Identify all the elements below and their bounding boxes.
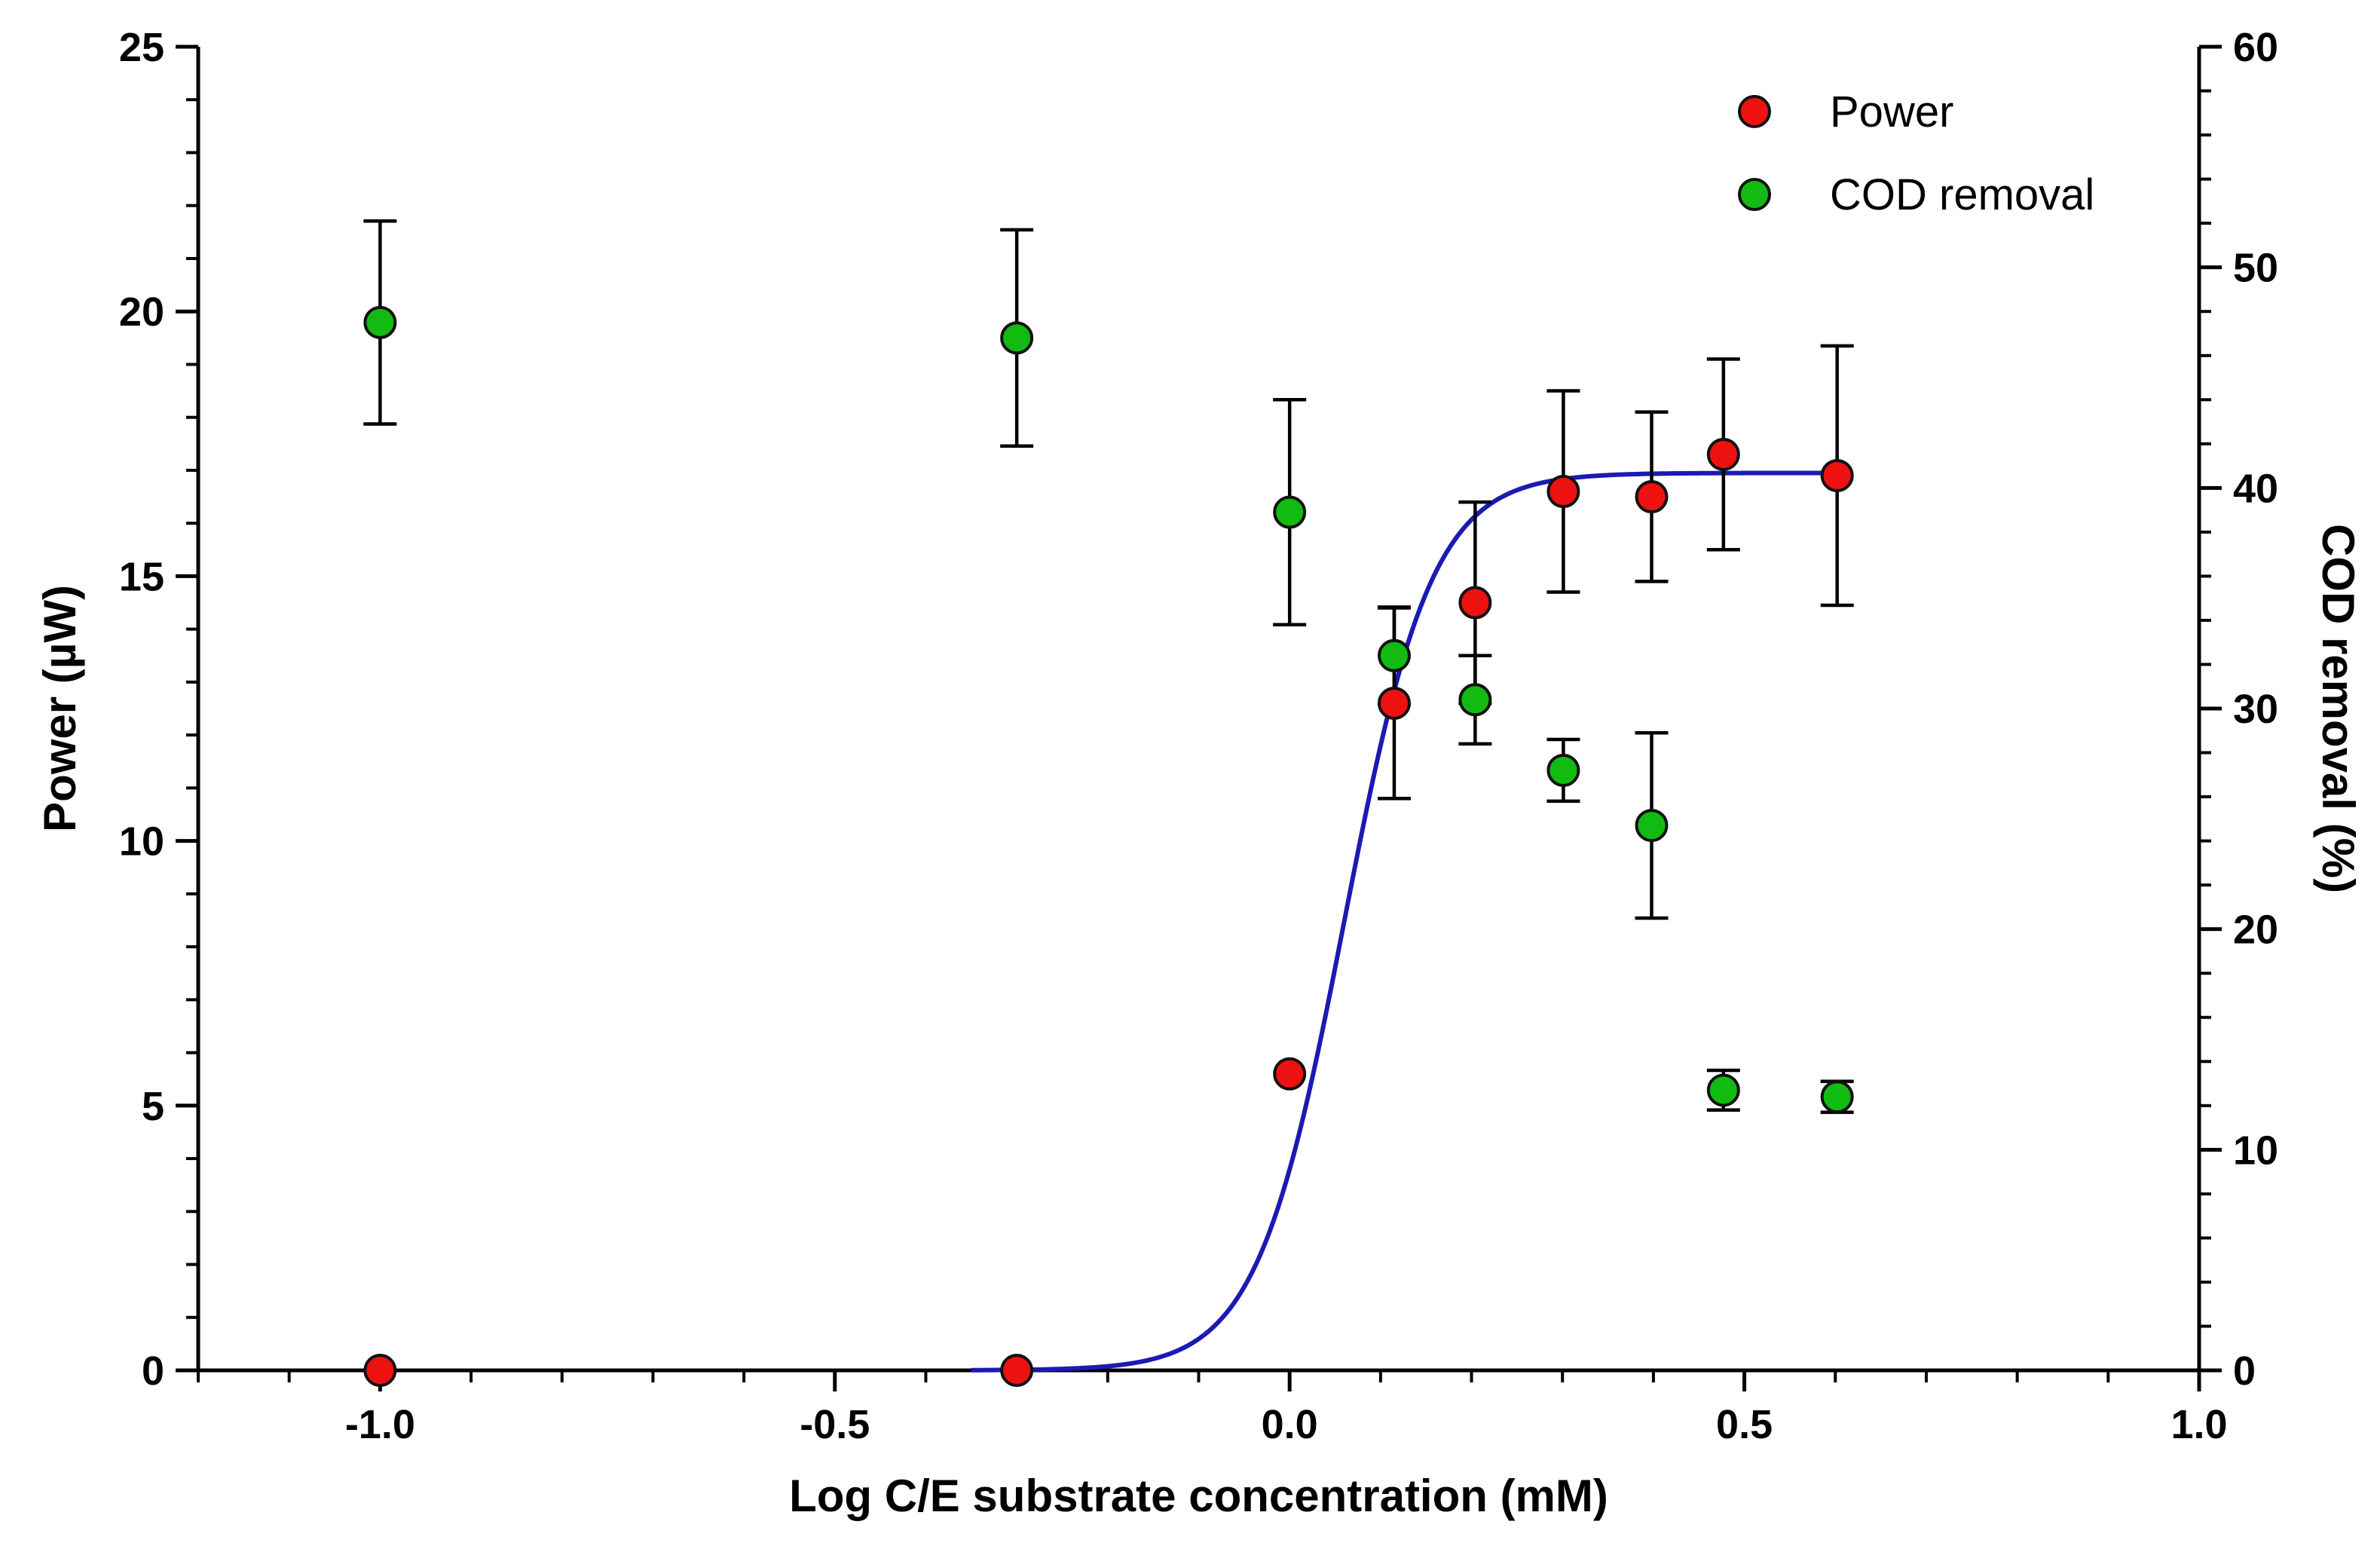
power-point <box>363 1354 397 1387</box>
axes: -1.0 -0.5 0.0 0.5 1.005101520250102030405060… <box>35 25 2363 1521</box>
power-point <box>1273 1057 1307 1091</box>
cod-removal-point <box>1273 495 1307 529</box>
cod-removal-point <box>1000 321 1034 355</box>
x-axis-title: Log C/E substrate concentration (mM) <box>789 1471 1608 1521</box>
y-left-tick-label: 10 <box>119 819 164 865</box>
cod-removal-point <box>1635 809 1669 843</box>
x-tick-label: 0.0 <box>1262 1402 1318 1447</box>
power-point <box>1458 586 1492 620</box>
legend-label-power: Power <box>1830 87 1953 136</box>
cod-removal-point <box>363 305 397 339</box>
y-right-tick-label: 40 <box>2233 466 2278 511</box>
y-left-tick-label: 15 <box>119 554 164 599</box>
y-right-tick-label: 30 <box>2233 687 2278 732</box>
y-left-tick-label: 20 <box>119 289 164 335</box>
y-right-tick-label: 0 <box>2233 1348 2256 1394</box>
cod-removal-point <box>1377 638 1411 672</box>
x-tick-label: 1.0 <box>2170 1402 2227 1447</box>
legend: Power COD removal <box>1738 87 2094 219</box>
x-tick-label: 0.5 <box>1716 1402 1773 1447</box>
legend-label-cod-removal: COD removal <box>1830 170 2094 219</box>
x-tick-label: -0.5 <box>800 1402 870 1447</box>
data-marks <box>363 219 1854 1387</box>
y-left-tick-label: 5 <box>142 1084 164 1129</box>
y-right-tick-label: 20 <box>2233 908 2278 953</box>
y-axis-right-title: COD removal (%) <box>2313 524 2363 893</box>
cod-removal-point <box>1546 753 1580 787</box>
cod-removal-point <box>1706 1073 1740 1107</box>
power-point <box>1706 437 1740 471</box>
cod-removal-point <box>1820 1080 1854 1114</box>
x-tick-label: -1.0 <box>345 1402 415 1447</box>
legend-marker-cod-removal <box>1738 178 1771 211</box>
legend-marker-power <box>1738 95 1771 128</box>
y-right-tick-label: 50 <box>2233 246 2278 291</box>
power-point <box>1377 686 1411 720</box>
y-right-tick-label: 10 <box>2233 1128 2278 1173</box>
power-point <box>1000 1354 1034 1387</box>
power-point <box>1546 475 1580 509</box>
power-point <box>1820 458 1854 492</box>
power-point <box>1635 480 1669 514</box>
y-axis-left-title: Power (µW) <box>35 585 85 832</box>
y-right-tick-label: 60 <box>2233 25 2278 70</box>
y-left-tick-label: 25 <box>119 25 164 70</box>
y-left-tick-label: 0 <box>142 1348 164 1394</box>
cod-removal-point <box>1458 683 1492 717</box>
